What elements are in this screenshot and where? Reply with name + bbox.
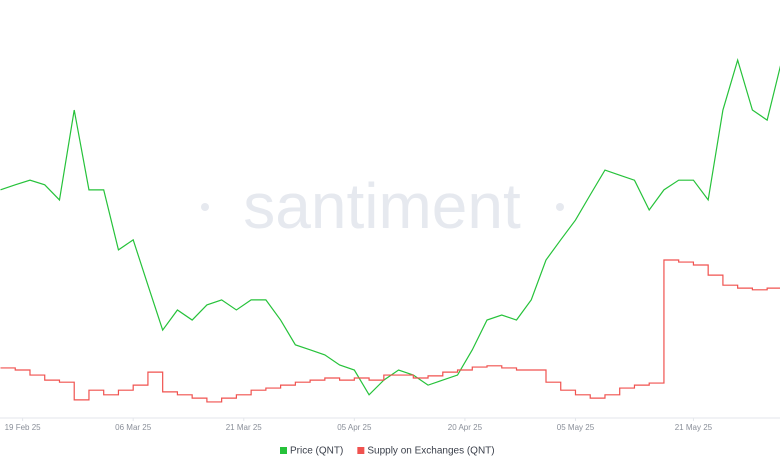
x-tick-label: 20 Apr 25	[448, 423, 483, 432]
legend-label: Price (QNT)	[290, 446, 343, 457]
x-tick-label: 21 Mar 25	[226, 423, 263, 432]
series-line	[0, 259, 780, 403]
x-tick-label: 21 May 25	[675, 423, 713, 432]
legend-swatch	[357, 447, 365, 454]
legend-label: Supply on Exchanges (QNT)	[367, 446, 494, 457]
legend-swatch	[280, 447, 287, 454]
watermark: santiment	[243, 170, 521, 242]
watermark-dot	[556, 203, 564, 211]
x-tick-label: 05 May 25	[557, 423, 595, 432]
x-tick-label: 05 Apr 25	[337, 423, 372, 432]
watermark-dot	[201, 203, 209, 211]
x-tick-label: 06 Mar 25	[115, 423, 152, 432]
x-tick-label: 19 Feb 25	[5, 423, 42, 432]
